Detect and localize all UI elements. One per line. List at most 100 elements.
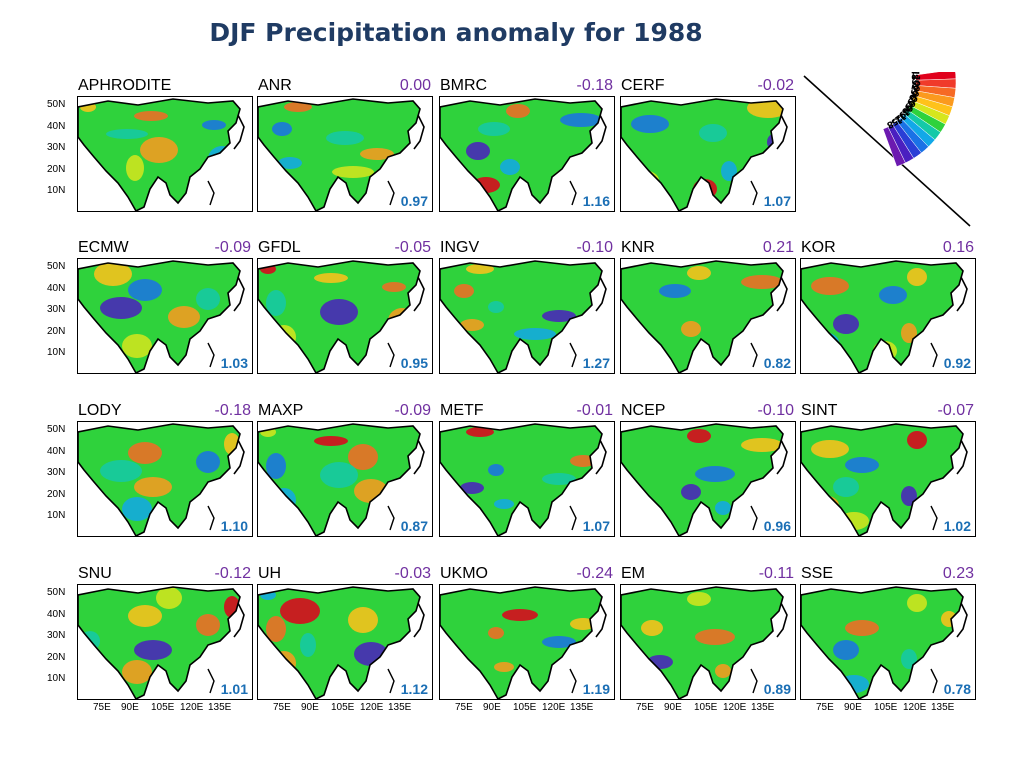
precipitation-map [621, 98, 788, 211]
ratio-value: 1.02 [943, 518, 971, 534]
map-panel: 1.10 [77, 421, 253, 537]
panel-title: CERF [621, 77, 665, 94]
latitude-tick-label: 50N [47, 99, 66, 110]
longitude-tick-label: 90E [301, 702, 319, 713]
correlation-value: -0.09 [394, 402, 431, 419]
precipitation-map [440, 98, 607, 211]
ratio-value: 0.92 [943, 355, 971, 371]
correlation-value: -0.03 [394, 565, 431, 582]
correlation-value: 0.16 [942, 239, 974, 256]
precipitation-map [258, 98, 425, 211]
map-panel: 1.01 [77, 584, 253, 700]
correlation-value: -0.10 [576, 239, 613, 256]
correlation-value: 0.23 [942, 565, 974, 582]
longitude-tick-label: 75E [816, 702, 834, 713]
ratio-value: 0.87 [400, 518, 428, 534]
longitude-tick-label: 105E [874, 702, 898, 713]
ratio-value: 0.95 [400, 355, 428, 371]
longitude-tick-label: 75E [93, 702, 111, 713]
latitude-tick-label: 20N [47, 651, 66, 663]
longitude-tick-label: 120E [180, 702, 204, 713]
map-panel: 1.02 [800, 421, 976, 537]
longitude-tick-label: 105E [513, 702, 537, 713]
precipitation-map [801, 260, 968, 373]
latitude-tick-label: 10N [47, 185, 66, 196]
legend-tick-label: 0.9 [907, 79, 921, 97]
longitude-tick-label: 75E [636, 702, 654, 713]
panel-title: APHRODITE [78, 77, 172, 94]
latitude-tick-label: 20N [47, 325, 66, 337]
correlation-value: -0.10 [757, 402, 794, 419]
longitude-tick-label: 120E [903, 702, 927, 713]
longitude-tick-label: 120E [723, 702, 747, 713]
longitude-tick-label: 135E [388, 702, 412, 713]
latitude-tick-label: 40N [47, 120, 66, 132]
ratio-value: 1.19 [582, 681, 610, 697]
latitude-tick-label: 50N [47, 587, 66, 598]
precipitation-map [258, 423, 425, 536]
panel-title: BMRC [440, 77, 488, 94]
correlation-value: -0.18 [214, 402, 251, 419]
panel-title: ECMW [78, 239, 129, 256]
precipitation-map [440, 423, 607, 536]
longitude-tick-label: 90E [121, 702, 139, 713]
panel-title: INGV [440, 239, 480, 256]
map-panel: 1.07 [439, 421, 615, 537]
precipitation-map [801, 423, 968, 536]
panel-title: GFDL [258, 239, 301, 256]
map-panel: 0.97 [257, 96, 433, 212]
longitude-tick-label: 75E [273, 702, 291, 713]
panel-title: METF [440, 402, 484, 419]
legend-tick-label: 1.2 [908, 74, 921, 91]
precipitation-map [258, 260, 425, 373]
legend-color-segment [882, 126, 906, 167]
map-panel: 1.07 [620, 96, 796, 212]
correlation-value: -0.07 [937, 402, 974, 419]
panel-title: ANR [258, 77, 292, 94]
ratio-value: 0.82 [763, 355, 791, 371]
latitude-tick-label: 20N [47, 488, 66, 500]
map-panel [77, 96, 253, 212]
correlation-value: -0.05 [394, 239, 431, 256]
map-panel: 0.87 [257, 421, 433, 537]
precipitation-map [440, 260, 607, 373]
precipitation-map [621, 423, 788, 536]
latitude-tick-label: 30N [47, 467, 66, 478]
latitude-tick-label: 30N [47, 304, 66, 315]
precipitation-map [78, 260, 245, 373]
panel-title: EM [621, 565, 645, 582]
ratio-value: 0.89 [763, 681, 791, 697]
latitude-tick-label: 50N [47, 424, 66, 435]
correlation-value: -0.02 [757, 77, 794, 94]
panel-title: SNU [78, 565, 112, 582]
legend-tick-label: 1.8 [908, 72, 919, 80]
panel-title: NCEP [621, 402, 666, 419]
panel-title: KNR [621, 239, 655, 256]
ratio-value: 1.07 [582, 518, 610, 534]
correlation-value: 0.21 [762, 239, 794, 256]
latitude-tick-label: 20N [47, 163, 66, 175]
map-panel: 0.95 [257, 258, 433, 374]
map-panel: 1.19 [439, 584, 615, 700]
ratio-value: 1.16 [582, 193, 610, 209]
panel-title: UKMO [440, 565, 488, 582]
precipitation-map [440, 586, 607, 699]
longitude-tick-label: 75E [455, 702, 473, 713]
correlation-value: -0.09 [214, 239, 251, 256]
correlation-value: -0.24 [576, 565, 613, 582]
map-panel: 0.78 [800, 584, 976, 700]
precipitation-map [258, 586, 425, 699]
ratio-value: 0.78 [943, 681, 971, 697]
ratio-value: 1.27 [582, 355, 610, 371]
latitude-tick-label: 10N [47, 347, 66, 358]
panel-title: UH [258, 565, 282, 582]
map-panel: 1.03 [77, 258, 253, 374]
precipitation-map [78, 423, 245, 536]
ratio-value: 1.07 [763, 193, 791, 209]
longitude-tick-label: 135E [208, 702, 232, 713]
latitude-tick-label: 40N [47, 608, 66, 620]
precipitation-map [621, 586, 788, 699]
precipitation-map [801, 586, 968, 699]
longitude-tick-label: 105E [151, 702, 175, 713]
longitude-tick-label: 135E [570, 702, 594, 713]
